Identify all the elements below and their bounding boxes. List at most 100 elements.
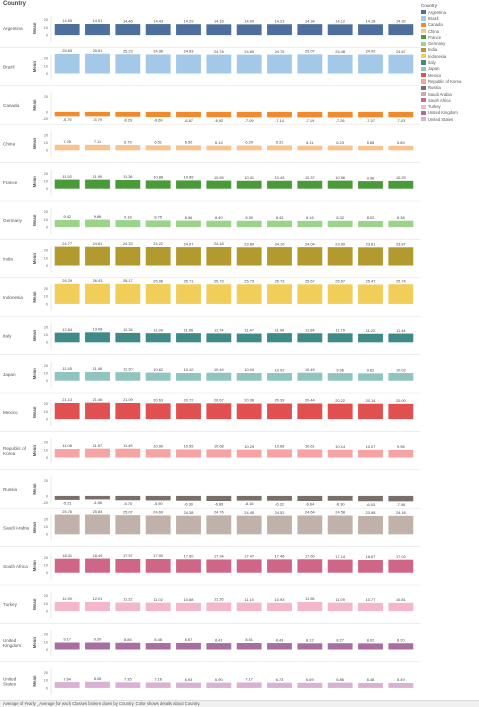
bar [54,179,80,189]
bar [236,403,262,420]
data-label: 11.47 [244,328,253,333]
bar [176,559,201,573]
data-label: 11.10 [244,597,254,602]
data-label: 6.90 [215,677,223,682]
bar [54,514,80,535]
bar [236,373,262,381]
legend-item[interactable]: Germany [421,40,479,46]
data-label: 16.67 [366,554,376,559]
legend-item[interactable]: United Kingdom [421,110,479,116]
data-label: 20.44 [305,398,316,403]
data-label: 17.97 [123,553,133,558]
row-france: France Mean 20 10 0 11.92 11.90 11.36 10.88 10.85… [0,162,420,196]
bar [388,682,414,688]
y-tick-label: 0 [46,610,48,614]
y-tick-label: 10 [44,179,48,183]
data-label: 14.09 [244,19,254,24]
legend-item[interactable]: South Africa [421,97,479,103]
y-tick-label: 20 [44,287,48,291]
legend-item[interactable]: Saudi Arabia [421,91,479,97]
data-label: 24.83 [184,49,194,54]
data-label: 13.08 [93,327,103,332]
data-label: 10.61 [305,444,315,449]
bar [115,372,141,381]
legend-item[interactable]: China [421,28,479,34]
legend-item[interactable]: Indonesia [421,53,479,59]
data-label: 25.73 [244,278,254,283]
legend-item[interactable]: Italy [421,59,479,65]
legend-item[interactable]: France [421,34,479,40]
data-label: -7.19 [305,118,314,123]
y-tick-label: 20 [44,633,48,637]
data-label: 8.43 [276,215,284,220]
data-label: 6.48 [367,677,375,682]
legend-item[interactable]: Japan [421,66,479,72]
data-label: 24.78 [214,49,224,54]
data-label: 24.22 [153,241,163,246]
bar [297,515,323,535]
bar [206,682,232,688]
data-label: 12.34 [123,327,134,332]
data-label: 24.77 [62,241,72,246]
bar [388,403,414,420]
bar [327,495,353,501]
bar [267,373,292,381]
bar [358,373,383,381]
data-label: 23.87 [396,241,406,246]
data-label: 24.69 [244,49,254,54]
bar [54,219,80,228]
bar [297,449,323,458]
legend-swatch [421,28,426,34]
bar [145,559,171,573]
bar [358,333,383,343]
y-axis-label: Mean [32,675,37,687]
data-label: 25.73 [214,278,224,283]
data-label: 8.27 [336,637,344,642]
legend-item[interactable]: Russia [421,85,479,91]
legend-swatch [421,91,426,97]
y-tick-label: -20 [43,117,49,121]
data-label: 7.64 [63,676,71,681]
bar [297,333,323,343]
bar [176,449,201,458]
data-label: 10.14 [335,444,346,449]
data-label: 18.49 [93,553,103,558]
data-label: -7.07 [366,118,375,123]
bar [176,284,201,304]
bar [236,247,262,266]
legend-item[interactable]: Canada [421,22,479,28]
y-tick-label: 0 [46,302,48,306]
legend-item[interactable]: Mexico [421,72,479,78]
data-label: 11.46 [93,366,102,371]
legend-item[interactable]: Brazil [421,15,479,21]
data-label: -6.30 [336,501,346,506]
legend-item[interactable]: Turkey [421,103,479,109]
bar [358,515,383,535]
y-axis-label: Mean [32,521,37,533]
y-tick-label: 20 [44,57,48,61]
legend-item[interactable]: India [421,47,479,53]
data-label: 12.64 [62,327,73,332]
legend-item[interactable]: Republic of Korea [421,78,479,84]
bar [206,559,232,573]
bar [145,682,171,688]
row-italy: Italy Mean 20 10 0 12.64 13.08 12.34 11.99 11.96 1… [0,315,420,350]
data-label: -6.92 [214,118,223,123]
bar [236,284,262,304]
legend-items: Argentina Brazil Canada China France Germany I… [421,9,479,122]
data-label: 7.25 [63,139,71,144]
bar [115,180,141,189]
bar [358,602,383,612]
legend-item[interactable]: Argentina [421,9,479,15]
bar [267,333,292,343]
data-label: 8.06 [94,676,102,681]
country-label: India [3,257,13,262]
bar [388,24,414,36]
bar [327,54,353,74]
data-label: 14.12 [335,19,345,24]
legend-swatch [421,79,426,84]
bar [85,402,110,420]
data-label: 11.74 [214,328,224,333]
bar [54,558,80,573]
legend-item[interactable]: United States [421,116,479,122]
